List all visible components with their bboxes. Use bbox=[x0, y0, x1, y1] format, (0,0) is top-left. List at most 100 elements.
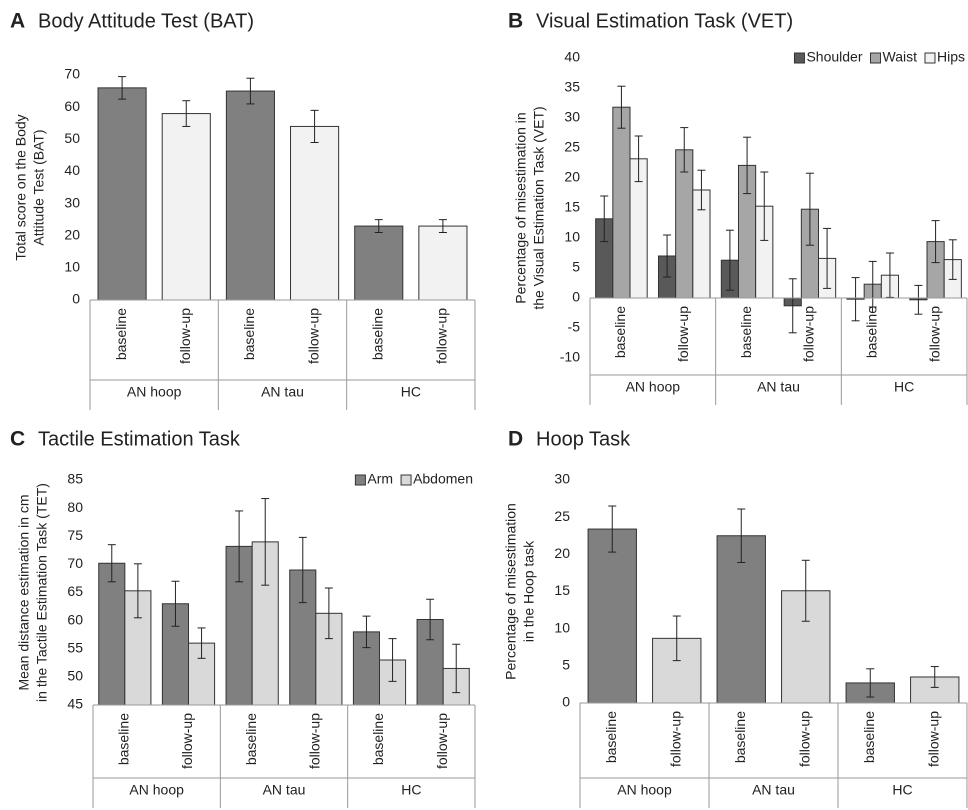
y-tick-label: 70 bbox=[64, 66, 80, 82]
bar bbox=[587, 528, 637, 704]
legend-label: Abdomen bbox=[413, 471, 473, 487]
y-tick-label: 10 bbox=[554, 619, 570, 635]
y-axis-label: Total score on the Body bbox=[13, 114, 29, 260]
y-tick-label: 20 bbox=[564, 169, 580, 185]
group-label: AN tau bbox=[261, 384, 304, 400]
chart-title: Body Attitude Test (BAT) bbox=[38, 10, 254, 32]
y-axis-label: in the Tactile Estimation Task (TET) bbox=[34, 483, 50, 702]
x-tick-label: baseline bbox=[116, 713, 132, 765]
group-label: AN hoop bbox=[129, 782, 184, 798]
chart-title: Visual Estimation Task (VET) bbox=[536, 10, 793, 32]
chart-title: Tactile Estimation Task bbox=[38, 428, 241, 450]
x-tick-label: follow-up bbox=[434, 713, 450, 769]
x-tick-label: baseline bbox=[603, 711, 619, 763]
y-tick-label: 30 bbox=[554, 471, 570, 487]
y-tick-label: 75 bbox=[67, 527, 83, 543]
chart-title: Hoop Task bbox=[536, 428, 631, 450]
y-tick-label: 85 bbox=[67, 471, 83, 487]
y-axis-label: Percentage of misestimation in bbox=[513, 112, 529, 303]
x-tick-label: baseline bbox=[863, 306, 879, 358]
group-label: HC bbox=[401, 384, 421, 400]
x-tick-label: follow-up bbox=[177, 308, 193, 364]
x-tick-label: baseline bbox=[612, 306, 628, 358]
y-axis-label: Attitude Test (BAT) bbox=[31, 129, 47, 245]
y-tick-label: 30 bbox=[564, 109, 580, 125]
y-tick-label: 5 bbox=[572, 259, 580, 275]
panel-letter: A bbox=[10, 10, 25, 33]
x-tick-label: follow-up bbox=[434, 308, 450, 364]
group-label: AN hoop bbox=[127, 384, 182, 400]
legend-swatch bbox=[793, 52, 805, 64]
legend-label: Hips bbox=[937, 49, 965, 65]
x-tick-label: baseline bbox=[738, 306, 754, 358]
legend-swatch bbox=[870, 52, 881, 64]
y-tick-label: 15 bbox=[564, 199, 580, 215]
legend-swatch bbox=[924, 52, 936, 64]
x-tick-label: follow-up bbox=[667, 711, 683, 767]
y-tick-label: 55 bbox=[67, 639, 83, 655]
y-axis-label: Percentage of misestimation bbox=[503, 503, 519, 680]
y-tick-label: 45 bbox=[67, 696, 83, 712]
y-tick-label: 5 bbox=[562, 657, 570, 673]
y-tick-label: 50 bbox=[64, 130, 80, 146]
y-tick-label: 15 bbox=[554, 582, 570, 598]
group-label: AN tau bbox=[752, 782, 795, 798]
legend-label: Arm bbox=[367, 471, 393, 487]
x-tick-label: follow-up bbox=[305, 308, 321, 364]
bar bbox=[418, 225, 468, 301]
y-tick-label: 70 bbox=[67, 555, 83, 571]
y-tick-label: 20 bbox=[554, 545, 570, 561]
x-tick-label: follow-up bbox=[307, 713, 323, 769]
x-tick-label: follow-up bbox=[926, 306, 942, 362]
y-tick-label: 10 bbox=[64, 259, 80, 275]
legend-swatch bbox=[354, 474, 366, 486]
x-tick-label: baseline bbox=[369, 308, 385, 360]
group-label: AN tau bbox=[757, 379, 800, 395]
bar bbox=[290, 125, 340, 301]
x-tick-label: follow-up bbox=[179, 713, 195, 769]
y-tick-label: 80 bbox=[67, 499, 83, 515]
y-axis-label: the Visual Estimation Task (VET) bbox=[531, 106, 547, 309]
y-tick-label: 10 bbox=[564, 229, 580, 245]
bar bbox=[97, 87, 147, 301]
legend-label: Waist bbox=[883, 49, 918, 65]
bar bbox=[225, 90, 275, 301]
y-tick-label: 40 bbox=[64, 162, 80, 178]
y-tick-label: 60 bbox=[67, 611, 83, 627]
x-tick-label: baseline bbox=[732, 711, 748, 763]
y-tick-label: 0 bbox=[72, 291, 80, 307]
x-tick-label: baseline bbox=[370, 713, 386, 765]
x-tick-label: baseline bbox=[241, 308, 257, 360]
y-tick-label: -5 bbox=[568, 319, 581, 335]
y-tick-label: 25 bbox=[554, 508, 570, 524]
bar bbox=[98, 562, 126, 706]
panel-letter: C bbox=[10, 428, 25, 451]
y-tick-label: 0 bbox=[572, 289, 580, 305]
group-label: HC bbox=[894, 379, 914, 395]
bar bbox=[354, 225, 404, 301]
y-axis-label: Mean distance estimation in cm bbox=[16, 494, 32, 690]
x-tick-label: follow-up bbox=[675, 306, 691, 362]
y-tick-label: -10 bbox=[560, 349, 580, 365]
x-tick-label: follow-up bbox=[796, 711, 812, 767]
group-label: AN hoop bbox=[626, 379, 681, 395]
legend-swatch bbox=[400, 474, 412, 486]
bar bbox=[612, 106, 631, 299]
y-tick-label: 20 bbox=[64, 226, 80, 242]
group-label: AN hoop bbox=[617, 782, 672, 798]
y-tick-label: 65 bbox=[67, 583, 83, 599]
y-tick-label: 40 bbox=[564, 49, 580, 65]
y-tick-label: 35 bbox=[564, 79, 580, 95]
x-tick-label: baseline bbox=[113, 308, 129, 360]
bar bbox=[124, 590, 152, 706]
panel-letter: D bbox=[508, 428, 523, 451]
group-label: AN tau bbox=[263, 782, 306, 798]
x-tick-label: follow-up bbox=[925, 711, 941, 767]
y-tick-label: 30 bbox=[64, 194, 80, 210]
group-label: HC bbox=[892, 782, 912, 798]
group-label: HC bbox=[401, 782, 421, 798]
y-axis-label: in the Hoop task bbox=[521, 540, 537, 642]
x-tick-label: baseline bbox=[861, 711, 877, 763]
y-tick-label: 50 bbox=[67, 668, 83, 684]
panel-letter: B bbox=[508, 10, 523, 33]
